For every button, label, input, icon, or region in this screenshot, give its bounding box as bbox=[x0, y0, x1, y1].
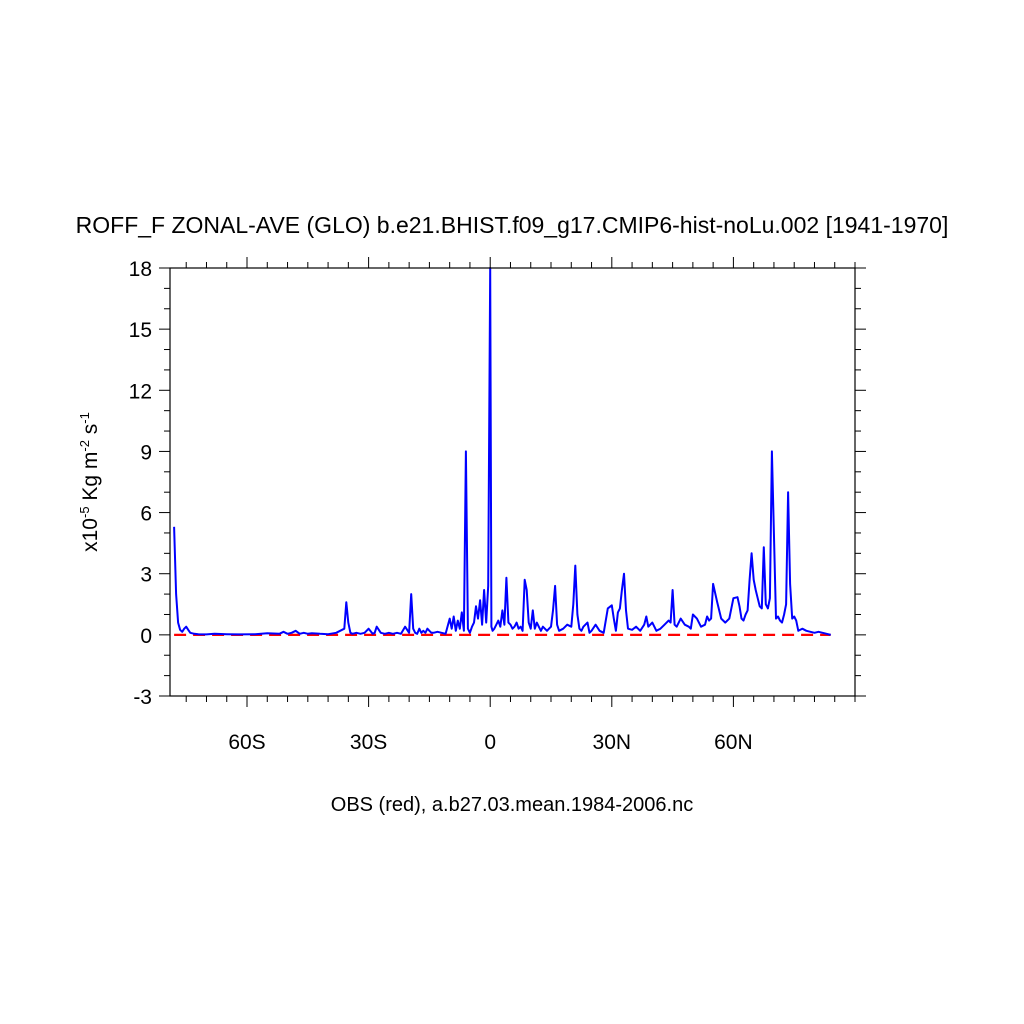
y-tick-label: 6 bbox=[140, 503, 152, 526]
series-line bbox=[173, 267, 831, 636]
x-axis-label: OBS (red), a.b27.03.mean.1984-2006.nc bbox=[331, 794, 693, 816]
y-axis-label: x10-5 Kg m-2 s-1 bbox=[77, 412, 102, 552]
x-tick-label: 30S bbox=[350, 731, 387, 754]
tick-layer: -3 0 3 6 9 12 15 18 60S 30S 0 30N 60N bbox=[129, 257, 866, 754]
y-tick-label: 15 bbox=[129, 319, 152, 342]
series-layer bbox=[173, 267, 831, 637]
y-tick-label: 3 bbox=[140, 564, 152, 587]
y-tick-label: 0 bbox=[140, 625, 152, 648]
plot-frame bbox=[169, 267, 856, 697]
y-tick-label: 18 bbox=[129, 258, 152, 281]
x-tick-label: 60N bbox=[714, 731, 753, 754]
chart-title: ROFF_F ZONAL-AVE (GLO) b.e21.BHIST.f09_g… bbox=[76, 212, 949, 238]
x-tick-label: 60S bbox=[228, 731, 265, 754]
y-tick-label: -3 bbox=[133, 686, 152, 709]
x-tick-label: 0 bbox=[484, 731, 496, 754]
y-tick-label: 12 bbox=[129, 380, 152, 403]
x-tick-label: 30N bbox=[593, 731, 632, 754]
y-tick-label: 9 bbox=[140, 441, 152, 464]
